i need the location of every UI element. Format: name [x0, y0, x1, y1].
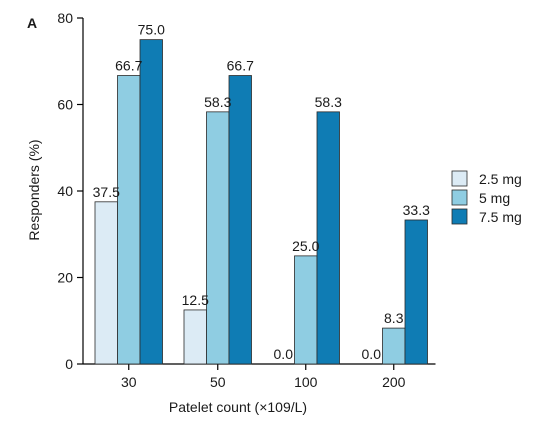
- data-label: 37.5: [93, 184, 120, 200]
- bar-2_5-mg-50: [183, 309, 207, 365]
- bar-7_5-mg-100: [316, 111, 340, 365]
- data-label: 0.0: [362, 346, 382, 362]
- bar-2_5-mg-30: [94, 201, 118, 365]
- bar-7_5-mg-30: [139, 39, 163, 365]
- legend-label: 5 mg: [479, 190, 510, 206]
- legend-swatch: [451, 170, 468, 187]
- y-tick-label: 0: [65, 356, 73, 372]
- x-axis-title: Patelet count (×109/L): [169, 399, 307, 415]
- legend-swatch: [451, 208, 468, 225]
- x-tick-label: 50: [210, 374, 226, 390]
- y-axis-title: Responders (%): [26, 139, 42, 240]
- data-labels-group: 37.5 66.7 75.0 12.5 58.3 66.7 0.0 25.0 58.3 0.0 8.…: [93, 22, 430, 362]
- panel-letter: A: [27, 15, 37, 31]
- data-label: 0.0: [274, 346, 294, 362]
- data-label: 66.7: [227, 58, 254, 74]
- data-label: 33.3: [403, 202, 430, 218]
- x-axis: 30 50 100 200: [83, 363, 436, 390]
- x-tick-label: 100: [294, 374, 318, 390]
- y-tick-label: 80: [57, 10, 73, 26]
- y-axis: 0 20 40 60 80: [57, 10, 84, 372]
- data-label: 8.3: [384, 310, 404, 326]
- data-label: 25.0: [292, 238, 319, 254]
- y-tick-label: 40: [57, 183, 73, 199]
- bars-group: [94, 39, 428, 365]
- x-tick-label: 30: [121, 374, 137, 390]
- bar-7_5-mg-50: [228, 75, 252, 365]
- bar-5-mg-30: [117, 75, 141, 365]
- bar-7_5-mg-200: [404, 219, 428, 365]
- legend: 2.5 mg 5 mg 7.5 mg: [451, 170, 522, 225]
- data-label: 58.3: [315, 94, 342, 110]
- legend-swatch: [451, 189, 468, 206]
- data-label: 12.5: [182, 292, 209, 308]
- y-tick-label: 20: [57, 270, 73, 286]
- x-tick-label: 200: [382, 374, 406, 390]
- bar-5-mg-100: [294, 255, 318, 365]
- y-tick-label: 60: [57, 97, 73, 113]
- bar-5-mg-200: [382, 327, 406, 365]
- bar-5-mg-50: [206, 111, 230, 365]
- legend-label: 2.5 mg: [479, 171, 522, 187]
- data-label: 75.0: [138, 22, 165, 38]
- data-label: 66.7: [115, 58, 142, 74]
- legend-label: 7.5 mg: [479, 209, 522, 225]
- data-label: 58.3: [204, 94, 231, 110]
